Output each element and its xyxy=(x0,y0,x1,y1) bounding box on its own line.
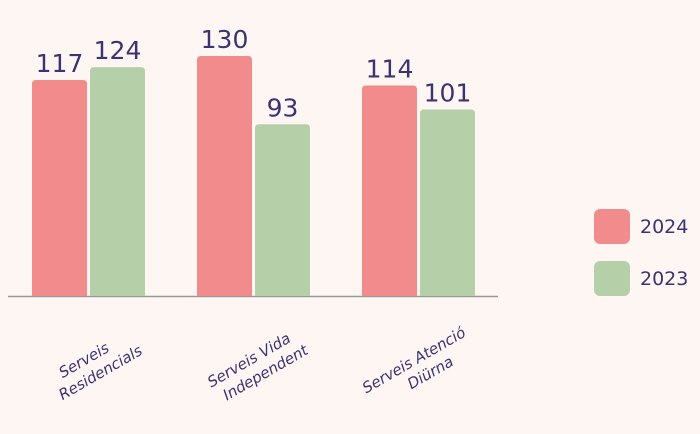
legend-label: 2024 xyxy=(640,216,688,238)
legend-swatch xyxy=(594,261,630,296)
category-label: ServeisResidencials xyxy=(46,325,146,404)
bar xyxy=(90,67,145,296)
bar xyxy=(255,124,310,296)
value-label: 101 xyxy=(424,79,472,108)
bar xyxy=(32,80,87,296)
category-label: Serveis VidaIndependent xyxy=(204,324,312,408)
legend-label: 2023 xyxy=(640,268,688,290)
value-label: 117 xyxy=(36,49,84,78)
bar xyxy=(420,109,475,297)
value-label: 130 xyxy=(201,25,249,54)
value-label: 93 xyxy=(267,93,299,122)
legend-swatch xyxy=(594,209,630,244)
value-label: 114 xyxy=(366,55,414,84)
bar xyxy=(362,85,417,297)
value-label: 124 xyxy=(94,36,142,65)
bar xyxy=(197,56,252,296)
category-label: Serveis AtencióDiürna xyxy=(359,323,478,413)
